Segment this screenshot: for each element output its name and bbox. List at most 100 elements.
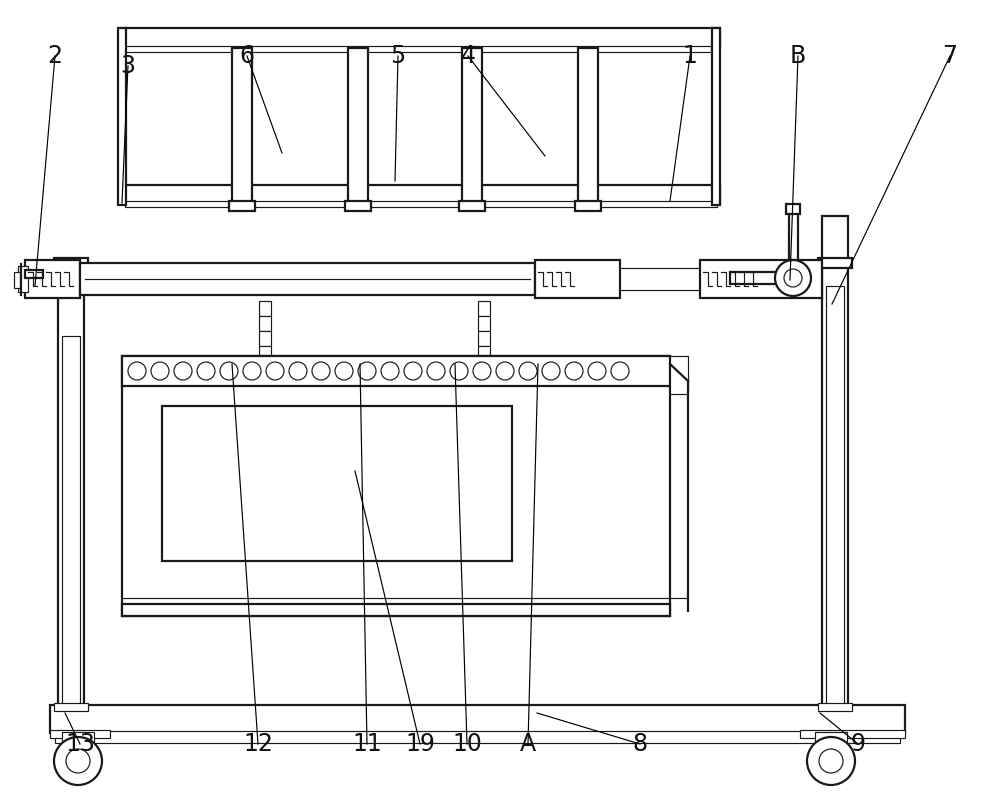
Bar bbox=[575, 201, 601, 211]
Text: 9: 9 bbox=[850, 732, 866, 756]
Bar bbox=[259, 466, 271, 481]
Bar bbox=[620, 268, 700, 290]
Text: 8: 8 bbox=[632, 732, 648, 756]
Bar bbox=[50, 705, 905, 733]
Circle shape bbox=[565, 362, 583, 380]
Circle shape bbox=[473, 362, 491, 380]
Circle shape bbox=[128, 362, 146, 380]
Circle shape bbox=[266, 362, 284, 380]
Circle shape bbox=[588, 362, 606, 380]
Text: 4: 4 bbox=[460, 44, 476, 68]
Circle shape bbox=[775, 260, 811, 296]
Bar bbox=[125, 46, 717, 52]
Circle shape bbox=[358, 362, 376, 380]
Bar bbox=[535, 260, 620, 298]
Circle shape bbox=[807, 737, 855, 785]
Bar bbox=[478, 346, 490, 361]
Bar bbox=[459, 201, 485, 211]
Text: A: A bbox=[520, 732, 536, 756]
Bar bbox=[259, 346, 271, 361]
Text: B: B bbox=[790, 44, 806, 68]
Circle shape bbox=[174, 362, 192, 380]
Bar bbox=[259, 301, 271, 316]
Bar bbox=[259, 331, 271, 346]
Text: 3: 3 bbox=[120, 54, 136, 78]
Bar bbox=[786, 204, 800, 214]
Bar bbox=[478, 466, 490, 481]
Bar bbox=[800, 730, 905, 738]
Bar bbox=[259, 406, 271, 421]
Text: 2: 2 bbox=[48, 44, 62, 68]
Bar bbox=[162, 406, 512, 561]
Circle shape bbox=[542, 362, 560, 380]
Bar bbox=[478, 406, 490, 421]
Text: 12: 12 bbox=[243, 732, 273, 756]
Bar bbox=[345, 201, 371, 211]
Bar bbox=[670, 356, 688, 394]
Bar bbox=[478, 331, 490, 346]
Bar bbox=[125, 201, 717, 207]
Bar bbox=[478, 376, 490, 391]
Bar bbox=[122, 356, 670, 386]
Circle shape bbox=[450, 362, 468, 380]
Bar bbox=[118, 28, 126, 205]
Bar bbox=[122, 28, 720, 48]
Bar bbox=[55, 731, 900, 743]
Bar bbox=[700, 260, 822, 298]
Bar bbox=[818, 258, 852, 268]
Circle shape bbox=[404, 362, 422, 380]
Bar bbox=[826, 286, 844, 706]
Text: 19: 19 bbox=[405, 732, 435, 756]
Bar bbox=[478, 451, 490, 466]
Bar bbox=[462, 48, 482, 203]
Text: 11: 11 bbox=[352, 732, 382, 756]
Bar bbox=[818, 703, 852, 711]
Bar bbox=[478, 361, 490, 376]
Bar bbox=[62, 732, 94, 744]
Bar bbox=[229, 201, 255, 211]
Bar bbox=[478, 301, 490, 316]
Bar bbox=[18, 266, 28, 292]
Circle shape bbox=[819, 749, 843, 773]
Bar bbox=[122, 185, 720, 203]
Bar bbox=[50, 730, 110, 738]
Bar bbox=[54, 258, 88, 268]
Bar bbox=[478, 421, 490, 436]
Bar bbox=[14, 272, 20, 288]
Bar bbox=[62, 336, 80, 706]
Bar bbox=[822, 216, 848, 706]
Circle shape bbox=[496, 362, 514, 380]
Bar bbox=[232, 48, 252, 203]
Text: 10: 10 bbox=[452, 732, 482, 756]
Bar bbox=[712, 28, 720, 205]
Bar bbox=[122, 604, 670, 616]
Bar bbox=[789, 212, 798, 260]
Bar bbox=[478, 391, 490, 406]
Circle shape bbox=[427, 362, 445, 380]
Circle shape bbox=[151, 362, 169, 380]
Bar bbox=[259, 376, 271, 391]
Circle shape bbox=[220, 362, 238, 380]
Bar bbox=[54, 703, 88, 711]
Bar bbox=[80, 263, 535, 295]
Bar bbox=[259, 436, 271, 451]
Circle shape bbox=[611, 362, 629, 380]
Text: 1: 1 bbox=[683, 44, 697, 68]
Bar bbox=[25, 260, 80, 298]
Circle shape bbox=[66, 749, 90, 773]
Bar bbox=[348, 48, 368, 203]
Bar bbox=[259, 451, 271, 466]
Text: 7: 7 bbox=[942, 44, 958, 68]
Bar bbox=[815, 732, 847, 744]
Bar bbox=[478, 316, 490, 331]
Bar bbox=[478, 481, 490, 496]
Bar bbox=[259, 361, 271, 376]
Bar bbox=[259, 391, 271, 406]
Circle shape bbox=[381, 362, 399, 380]
Bar bbox=[58, 266, 84, 706]
Circle shape bbox=[197, 362, 215, 380]
Bar bbox=[578, 48, 598, 203]
Bar bbox=[122, 356, 670, 616]
Bar bbox=[478, 436, 490, 451]
Circle shape bbox=[335, 362, 353, 380]
